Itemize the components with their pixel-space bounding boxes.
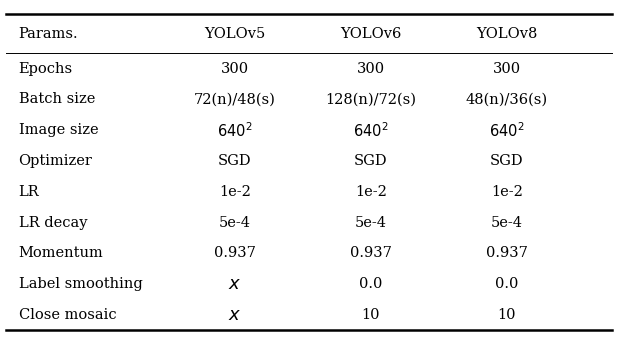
Text: Epochs: Epochs <box>19 62 73 76</box>
Text: 1e-2: 1e-2 <box>491 185 523 199</box>
Text: Params.: Params. <box>19 26 78 41</box>
Text: YOLOv8: YOLOv8 <box>476 26 538 41</box>
Text: YOLOv5: YOLOv5 <box>204 26 266 41</box>
Text: $640^2$: $640^2$ <box>489 121 525 140</box>
Text: Batch size: Batch size <box>19 93 95 107</box>
Text: 0.0: 0.0 <box>359 277 383 291</box>
Text: 0.937: 0.937 <box>214 246 256 260</box>
Text: Close mosaic: Close mosaic <box>19 308 116 322</box>
Text: 300: 300 <box>493 62 521 76</box>
Text: SGD: SGD <box>218 154 252 168</box>
Text: 5e-4: 5e-4 <box>355 216 387 229</box>
Text: 1e-2: 1e-2 <box>219 185 251 199</box>
Text: $640^2$: $640^2$ <box>353 121 389 140</box>
Text: 72(n)/48(s): 72(n)/48(s) <box>194 93 276 107</box>
Text: 0.937: 0.937 <box>350 246 392 260</box>
Text: $640^2$: $640^2$ <box>217 121 253 140</box>
Text: 48(n)/36(s): 48(n)/36(s) <box>466 93 548 107</box>
Text: 128(n)/72(s): 128(n)/72(s) <box>325 93 417 107</box>
Text: 5e-4: 5e-4 <box>219 216 251 229</box>
Text: $\boldsymbol{\mathit{x}}$: $\boldsymbol{\mathit{x}}$ <box>228 306 242 324</box>
Text: 5e-4: 5e-4 <box>491 216 523 229</box>
Text: 300: 300 <box>221 62 249 76</box>
Text: 0.937: 0.937 <box>486 246 528 260</box>
Text: SGD: SGD <box>354 154 387 168</box>
Text: 10: 10 <box>362 308 380 322</box>
Text: 1e-2: 1e-2 <box>355 185 387 199</box>
Text: Label smoothing: Label smoothing <box>19 277 142 291</box>
Text: $\boldsymbol{\mathit{x}}$: $\boldsymbol{\mathit{x}}$ <box>228 275 242 293</box>
Text: SGD: SGD <box>490 154 523 168</box>
Text: YOLOv6: YOLOv6 <box>340 26 402 41</box>
Text: LR decay: LR decay <box>19 216 87 229</box>
Text: Momentum: Momentum <box>19 246 103 260</box>
Text: 0.0: 0.0 <box>495 277 519 291</box>
Text: 300: 300 <box>357 62 385 76</box>
Text: LR: LR <box>19 185 39 199</box>
Text: Image size: Image size <box>19 123 98 137</box>
Text: Optimizer: Optimizer <box>19 154 93 168</box>
Text: 10: 10 <box>497 308 516 322</box>
